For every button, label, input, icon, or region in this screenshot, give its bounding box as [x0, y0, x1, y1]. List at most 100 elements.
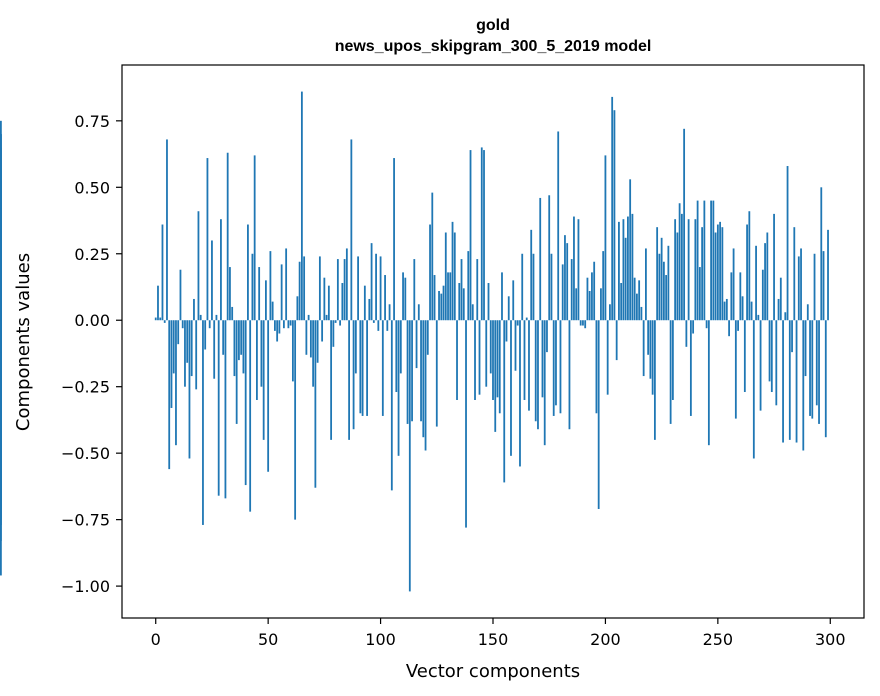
bar [739, 272, 742, 321]
bar [163, 320, 166, 323]
bar [251, 253, 254, 321]
bar [402, 272, 404, 321]
bar [570, 259, 573, 321]
bar [530, 229, 533, 321]
bar [348, 320, 350, 440]
bar [197, 211, 200, 321]
bar [788, 320, 791, 440]
bar [393, 158, 395, 321]
bar [233, 320, 236, 377]
bar [217, 320, 220, 496]
bar [577, 219, 580, 321]
bar [714, 232, 717, 321]
bar [253, 155, 256, 321]
bar [676, 232, 679, 321]
bar [750, 301, 753, 321]
bar [566, 243, 569, 321]
bar [435, 320, 438, 427]
bar [507, 296, 510, 321]
bar [811, 320, 814, 419]
x-axis-label: Vector components [406, 661, 580, 682]
bar [408, 320, 411, 592]
bar [474, 320, 476, 400]
bar [719, 221, 721, 321]
y-tick-label: 0.50 [74, 178, 110, 197]
bar [642, 320, 645, 377]
bar [438, 290, 440, 321]
bar [379, 256, 382, 321]
bar [489, 320, 492, 374]
bar [651, 320, 654, 395]
bar [615, 320, 618, 361]
bar [824, 320, 827, 438]
bar [768, 320, 771, 382]
bar [516, 320, 519, 326]
bar [195, 320, 198, 390]
bar [674, 219, 677, 321]
bar [307, 314, 310, 321]
bar [813, 253, 816, 321]
bar [809, 320, 811, 416]
bar [453, 232, 456, 321]
bar [370, 243, 373, 321]
bar [505, 320, 508, 342]
bar [258, 267, 261, 321]
bar [483, 150, 485, 321]
bar [786, 166, 789, 321]
bar [321, 320, 324, 342]
bar [161, 224, 164, 321]
x-tick-label: 0 [151, 630, 161, 649]
bar [278, 320, 281, 334]
bar [743, 320, 746, 393]
bar [532, 253, 535, 321]
bar [235, 320, 238, 424]
bar [568, 320, 571, 430]
bar [770, 320, 773, 393]
bar [0, 240, 2, 321]
bar [465, 320, 467, 528]
plot-frame [121, 64, 865, 619]
bar [503, 320, 506, 483]
bar [238, 320, 240, 361]
bar [179, 269, 182, 321]
bar [591, 272, 593, 321]
bar [557, 131, 560, 321]
bar [188, 320, 191, 459]
bar [543, 320, 546, 446]
bar [451, 221, 454, 321]
bar [359, 320, 362, 414]
bar [552, 320, 555, 416]
bar [334, 320, 337, 323]
bar [345, 248, 348, 321]
bar [460, 259, 463, 321]
x-tick-label: 300 [815, 630, 846, 649]
bar [280, 264, 283, 321]
bar [595, 320, 598, 414]
bar [298, 261, 301, 321]
bar [773, 213, 775, 321]
bar [696, 200, 699, 321]
bar [399, 320, 402, 374]
bar [327, 285, 330, 321]
bar [265, 280, 267, 321]
bar [827, 229, 829, 321]
bar [478, 320, 481, 395]
y-axis-ticks: −1.00 −0.75 −0.50 −0.25 0.00 0.25 0.50 0.75 [61, 112, 122, 596]
bar [716, 224, 719, 321]
bar [267, 320, 270, 472]
bar [546, 320, 548, 353]
bar [415, 320, 418, 369]
bar [271, 301, 274, 321]
bar [602, 251, 605, 321]
bar [636, 293, 638, 321]
bar [381, 320, 384, 416]
bar [154, 317, 157, 321]
bar [669, 320, 672, 424]
bar [723, 301, 726, 321]
bar [294, 320, 297, 520]
chart-subtitle: news_upos_skipgram_300_5_2019 model [335, 38, 652, 55]
bar [289, 320, 292, 326]
bar [361, 320, 364, 416]
bar [372, 320, 375, 323]
bar [172, 320, 175, 374]
